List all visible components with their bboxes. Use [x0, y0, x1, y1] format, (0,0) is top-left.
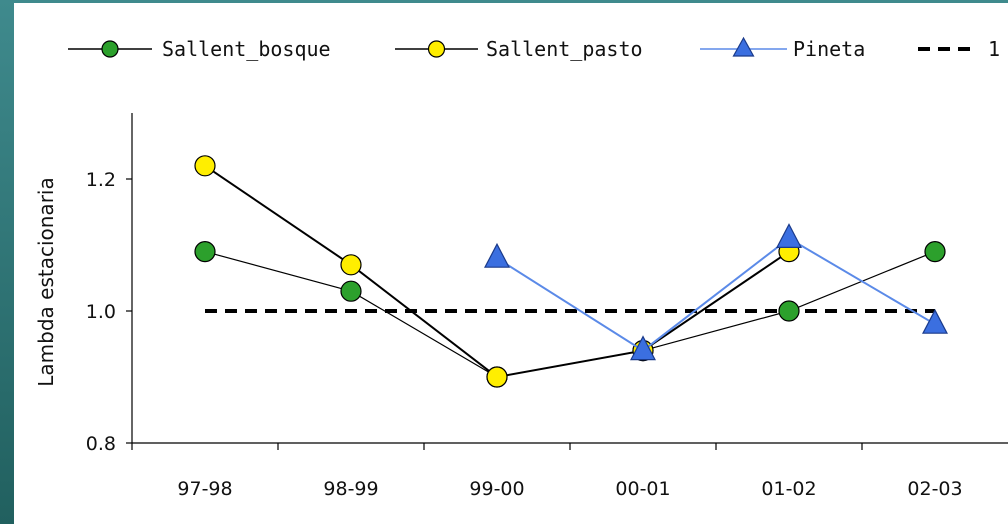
data-point — [194, 155, 216, 177]
data-point — [194, 241, 216, 263]
series-line — [496, 237, 936, 352]
x-tick-label: 98-99 — [323, 478, 378, 500]
data-point — [340, 254, 362, 276]
series-layer — [194, 155, 948, 388]
chart-panel — [14, 3, 1008, 524]
legend-item-1: 1 — [918, 37, 1000, 61]
legend-marker — [101, 40, 119, 58]
data-point — [484, 242, 510, 268]
data-point — [630, 335, 656, 361]
legend-item-pineta: Pineta — [700, 36, 865, 61]
x-tick-label: 99-00 — [469, 478, 524, 500]
data-point — [486, 366, 508, 388]
series-line — [204, 251, 936, 378]
legend-item-sallent-bosque: Sallent_bosque — [68, 37, 331, 61]
series-line — [204, 164, 790, 379]
series-sallent-pasto — [194, 155, 800, 388]
y-axis-label: Lambda estacionaria — [34, 177, 58, 386]
legend-item-sallent-pasto: Sallent_pasto — [395, 37, 643, 61]
y-tick-label: 0.8 — [86, 433, 116, 455]
legend-label: 1 — [988, 37, 1000, 61]
x-tick-label: 02-03 — [907, 478, 962, 500]
data-point — [778, 300, 800, 322]
data-point — [924, 241, 946, 263]
legend-marker — [427, 40, 446, 58]
x-tick-label: 97-98 — [177, 478, 232, 500]
y-tick-label: 1.0 — [86, 301, 116, 323]
series-pineta — [484, 223, 948, 361]
axes: 0.8 1.0 1.2 97-98 98-99 99-00 00-01 01-02 02-03 — [86, 113, 1008, 500]
legend-label: Sallent_pasto — [486, 37, 643, 61]
x-tick-label: 00-01 — [615, 478, 670, 500]
legend-marker — [732, 36, 755, 57]
y-tick-label: 1.2 — [86, 169, 116, 191]
legend: Sallent_bosque Sallent_pasto Pineta 1 — [68, 36, 1000, 61]
legend-label: Sallent_bosque — [162, 37, 331, 61]
data-point — [776, 223, 802, 248]
data-point — [340, 280, 362, 302]
legend-label: Pineta — [793, 37, 865, 61]
data-point — [922, 308, 948, 334]
x-tick-label: 01-02 — [761, 478, 816, 500]
